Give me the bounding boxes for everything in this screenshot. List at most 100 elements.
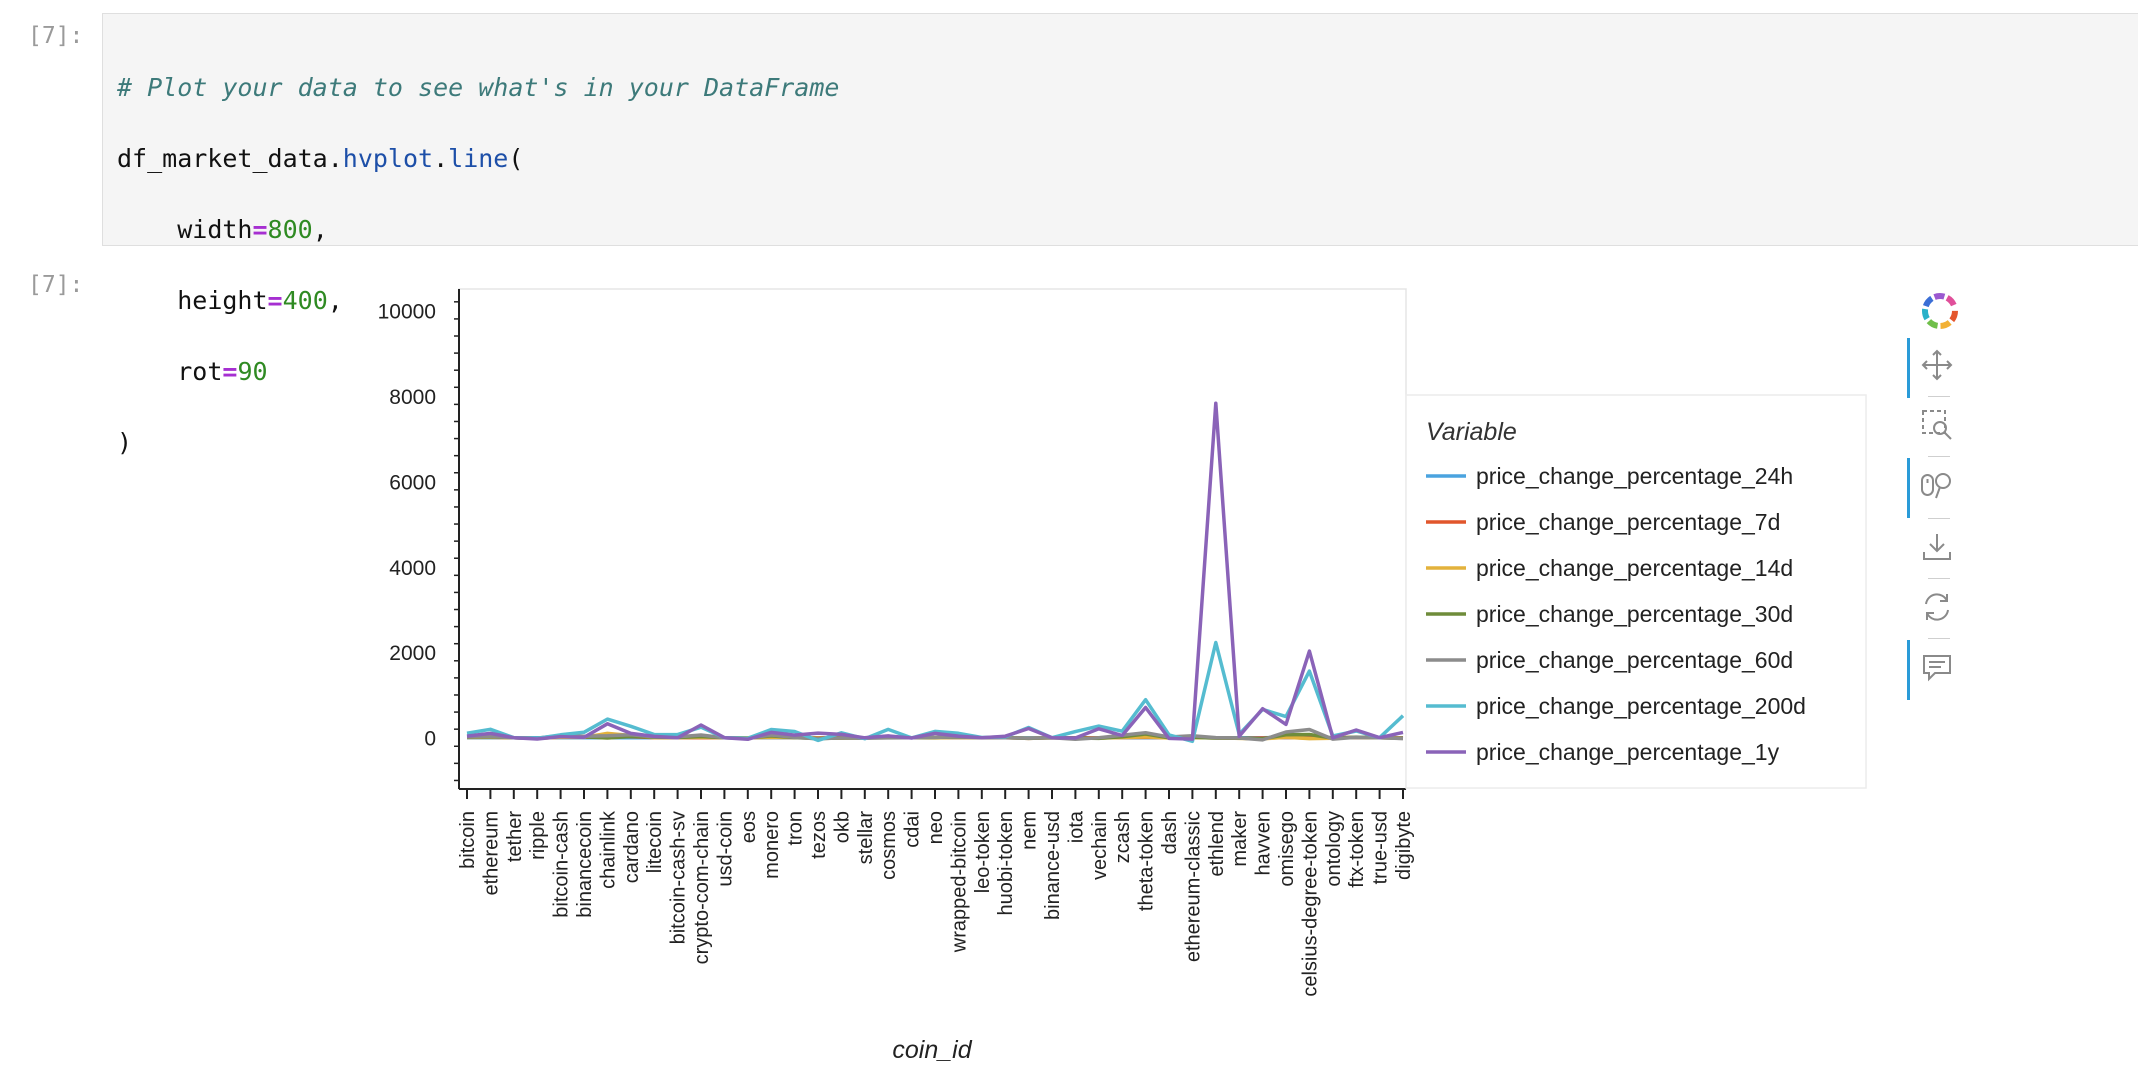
code-eq: =	[222, 356, 238, 386]
code-line-5: rot=90	[117, 354, 2138, 390]
x-tick-label: binancecoin	[574, 811, 596, 918]
x-tick-label: wrapped-bitcoin	[948, 811, 970, 953]
code-line-6: )	[117, 425, 2138, 461]
y-tick-label: 0	[424, 728, 436, 751]
wheel-zoom-tool-button[interactable]	[1900, 458, 1970, 518]
x-tick-label: havven	[1253, 811, 1275, 876]
x-tick-label: eos	[738, 811, 760, 843]
x-tick-label: huobi-token	[995, 811, 1017, 916]
code-arg-rot-name: rot	[177, 356, 223, 386]
y-tick-label: 8000	[389, 386, 436, 409]
x-tick-label: crypto-com-chain	[691, 811, 713, 964]
code-arg-rot-value: 90	[237, 356, 268, 386]
code-arg-height-name: height	[177, 285, 268, 315]
x-tick-label: cdai	[902, 811, 924, 848]
hover-icon	[1923, 655, 1951, 682]
code-cell[interactable]: # Plot your data to see what's in your D…	[102, 13, 2138, 457]
x-tick-label: cardano	[621, 811, 643, 883]
code-method: line	[448, 143, 509, 173]
x-tick-label: binance-usd	[1042, 811, 1064, 920]
series-lines	[466, 401, 1405, 744]
reset-icon	[1925, 593, 1949, 621]
code-comment: # Plot your data to see what's in your D…	[117, 72, 840, 102]
x-tick-label: true-usd	[1370, 811, 1392, 884]
x-tick-label: chainlink	[597, 810, 619, 889]
x-axis-label: coin_id	[892, 1036, 972, 1064]
x-tick-label: neo	[925, 811, 947, 844]
legend-item-price_change_percentage_24h: price_change_percentage_24h	[1476, 463, 1793, 489]
x-tick-label: bitcoin	[457, 811, 479, 869]
x-tick-label: celsius-degree-token	[1299, 811, 1321, 997]
legend-item-price_change_percentage_7d: price_change_percentage_7d	[1476, 509, 1780, 535]
y-tick-label: 10000	[378, 300, 436, 323]
save-tool-button[interactable]	[1900, 524, 1970, 574]
reset-tool-button[interactable]	[1900, 584, 1970, 634]
code-arg-width-value: 800	[267, 214, 313, 244]
x-tick-label: omisego	[1276, 811, 1298, 887]
x-tick-label: ethlend	[1206, 811, 1228, 877]
x-tick-label: theta-token	[1136, 811, 1158, 911]
code-comma: ,	[327, 285, 343, 315]
legend-box	[1405, 394, 1867, 789]
x-tick-label: iota	[1065, 810, 1087, 843]
plot-frame	[458, 288, 1407, 790]
legend-title: Variable	[1426, 418, 1517, 446]
code-comma: ,	[312, 214, 328, 244]
x-tick-label: nem	[1019, 811, 1041, 850]
code-dot: .	[433, 143, 449, 173]
code-object: df_market_data.	[117, 143, 343, 173]
toolbar-separator	[1928, 638, 1950, 639]
code-eq: =	[252, 214, 268, 244]
y-tick-label: 6000	[389, 471, 436, 494]
x-tick-label: ontology	[1323, 811, 1345, 887]
x-tick-label: ethereum-classic	[1182, 811, 1204, 962]
x-tick-label: monero	[761, 811, 783, 879]
box-zoom-tool-button[interactable]	[1900, 402, 1970, 452]
legend: Variable price_change_percentage_24hpric…	[1405, 394, 1867, 789]
plot-toolbar	[1900, 285, 1970, 705]
input-prompt: [7]:	[28, 23, 84, 49]
legend-item-price_change_percentage_200d: price_change_percentage_200d	[1476, 693, 1806, 719]
x-tick-label: tether	[504, 811, 526, 862]
wheel-zoom-icon	[1921, 473, 1951, 499]
x-tick-label: ftx-token	[1346, 811, 1368, 888]
bokeh-logo[interactable]	[1900, 285, 1970, 335]
x-tick-label: ripple	[527, 811, 549, 860]
x-tick-label: tezos	[808, 811, 830, 859]
x-tick-label: vechain	[1089, 811, 1111, 880]
toolbar-separator	[1928, 396, 1950, 397]
series-line-price_change_percentage_200d	[466, 640, 1405, 744]
x-tick-label: stellar	[855, 811, 877, 865]
legend-item-price_change_percentage_60d: price_change_percentage_60d	[1476, 647, 1793, 673]
y-tick-label: 4000	[389, 557, 436, 580]
code-arg-width-name: width	[177, 214, 253, 244]
x-tick-label: cosmos	[878, 811, 900, 880]
code-arg-height-value: 400	[282, 285, 328, 315]
series-line-price_change_percentage_60d	[466, 727, 1404, 742]
bokeh-logo-icon	[1922, 293, 1958, 329]
x-tick-label: digibyte	[1393, 811, 1415, 880]
toolbar-separator	[1928, 518, 1950, 519]
x-tick-label: usd-coin	[714, 811, 736, 887]
x-tick-label: bitcoin-cash	[551, 811, 573, 918]
y-tick-label: 2000	[389, 642, 436, 665]
x-tick-label: maker	[1229, 811, 1251, 867]
code-line-4: height=400,	[117, 283, 2138, 319]
code-open-paren: (	[508, 143, 524, 173]
save-icon	[1923, 534, 1951, 560]
toolbar-separator	[1928, 456, 1950, 457]
x-tick-label: bitcoin-cash-sv	[668, 811, 690, 944]
series-line-price_change_percentage_1y	[466, 401, 1404, 742]
box-zoom-icon	[1922, 410, 1952, 440]
hover-tool-button[interactable]	[1900, 640, 1970, 700]
code-close-paren: )	[117, 427, 133, 457]
toolbar-separator	[1928, 578, 1950, 579]
pan-tool-button[interactable]	[1900, 338, 1970, 398]
x-tick-label: leo-token	[972, 811, 994, 893]
code-line-2: df_market_data.hvplot.line(	[117, 141, 2138, 177]
legend-item-price_change_percentage_14d: price_change_percentage_14d	[1476, 555, 1793, 581]
output-prompt: [7]:	[28, 272, 84, 298]
legend-item-price_change_percentage_1y: price_change_percentage_1y	[1476, 739, 1780, 765]
pan-icon	[1921, 349, 1953, 381]
